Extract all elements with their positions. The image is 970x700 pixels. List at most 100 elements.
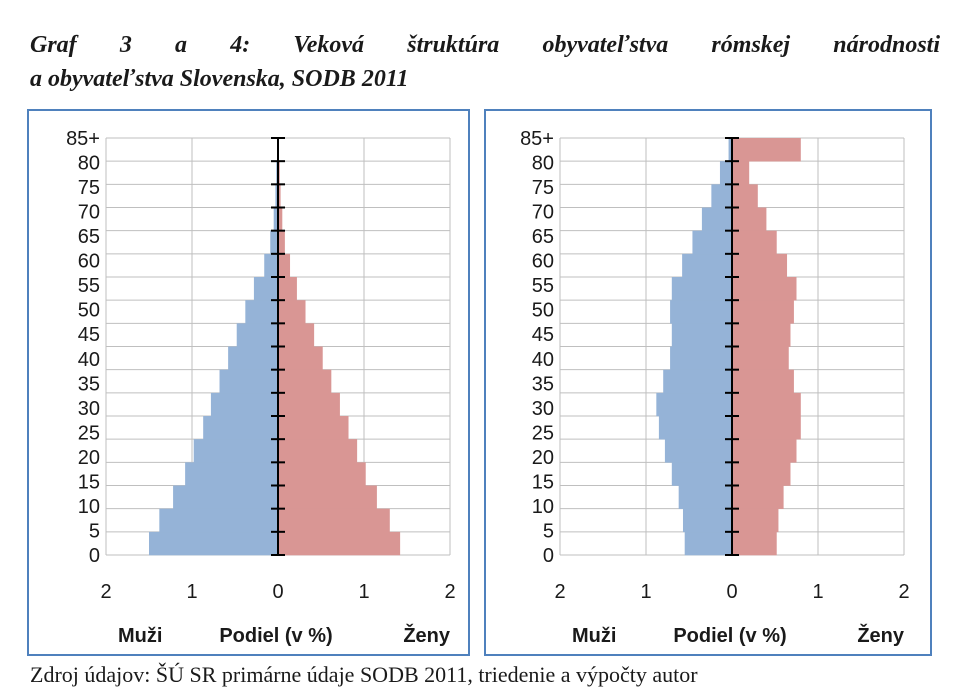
y-tick-label: 15 [78,471,100,493]
y-tick-label: 85+ [520,128,554,150]
bar-male [270,230,278,255]
bar-male [193,439,278,463]
bar-female [278,184,281,208]
y-tick-label: 40 [532,349,554,371]
y-tick-label: 35 [532,373,554,395]
bar-male [273,207,278,231]
bar-male [692,230,732,255]
axis-label-males: Muži [118,625,162,647]
bar-male [253,277,278,301]
bar-male [719,161,732,185]
bar-female [278,439,358,463]
bar-male [711,184,732,208]
bar-male [245,300,278,324]
bar-male [275,184,278,208]
y-tick-label: 40 [78,349,100,371]
y-tick-label: 50 [78,300,100,322]
y-tick-label: 20 [78,447,100,469]
bar-male [728,138,732,162]
y-tick-label: 25 [78,422,100,444]
bar-female [732,485,784,509]
y-tick-label: 70 [532,202,554,224]
y-tick-label: 15 [532,471,554,493]
bar-female [278,531,401,556]
y-tick-label: 85+ [66,128,100,150]
bar-male [173,485,278,509]
bar-male [671,462,732,486]
bar-male [682,508,732,533]
bar-female [278,300,306,324]
bar-female [732,207,767,231]
bar-male [236,323,278,347]
y-tick-label: 25 [532,422,554,444]
x-tick-label: 2 [444,581,455,603]
x-tick-label: 2 [554,581,565,603]
bar-female [732,323,791,347]
y-tick-label: 10 [532,496,554,518]
y-tick-label: 75 [78,177,100,199]
bar-female [732,508,779,533]
bar-male [671,277,732,301]
y-tick-label: 5 [543,520,554,542]
bar-female [278,392,340,417]
bar-male [682,253,732,278]
axis-label-females: Ženy [857,623,905,647]
bar-male [203,416,278,440]
bar-female [278,207,283,231]
bar-male [228,346,278,370]
bar-male [658,416,732,440]
y-tick-label: 60 [532,251,554,273]
y-tick-label: 20 [532,447,554,469]
y-tick-label: 70 [78,202,100,224]
bar-female [278,369,332,394]
bar-female [732,416,801,440]
bar-female [732,346,789,370]
y-tick-label: 30 [78,398,100,420]
bar-female [732,277,797,301]
x-tick-label: 1 [358,581,369,603]
bar-male [264,253,278,278]
y-tick-label: 10 [78,496,100,518]
bar-female [732,300,794,324]
y-tick-label: 80 [78,153,100,175]
y-tick-label: 55 [532,275,554,297]
bar-female [278,462,366,486]
bar-male [684,531,732,556]
y-tick-label: 0 [543,545,554,567]
y-tick-label: 50 [532,300,554,322]
bar-male [219,369,278,394]
y-tick-label: 35 [78,373,100,395]
bar-female [732,369,794,394]
y-tick-label: 75 [532,177,554,199]
data-source-note: Zdroj údajov: ŠÚ SR primárne údaje SODB … [30,662,698,687]
bar-female [278,508,390,533]
x-tick-label: 2 [898,581,909,603]
bar-female [732,253,788,278]
axis-label-share: Podiel (v %) [219,625,332,647]
bar-male [663,369,732,394]
bar-female [732,439,797,463]
bar-female [732,138,801,162]
bar-male [664,439,732,463]
y-tick-label: 5 [89,520,100,542]
bar-male [159,508,278,533]
chart-title: Graf 3 a 4: Veková štruktúra obyvateľstv… [30,28,940,96]
chart-title-line2: a obyvateľstva Slovenska, SODB 2011 [30,66,409,92]
x-tick-label: 0 [726,581,737,603]
y-tick-label: 45 [78,324,100,346]
x-tick-label: 2 [100,581,111,603]
x-tick-label: 1 [186,581,197,603]
y-tick-label: 65 [78,226,100,248]
y-tick-label: 0 [89,545,100,567]
bar-female [732,230,777,255]
y-tick-label: 55 [78,275,100,297]
bar-male [185,462,278,486]
bar-female [732,462,791,486]
bar-female [278,346,323,370]
bar-male [210,392,278,417]
y-tick-label: 45 [532,324,554,346]
bar-female [278,277,297,301]
